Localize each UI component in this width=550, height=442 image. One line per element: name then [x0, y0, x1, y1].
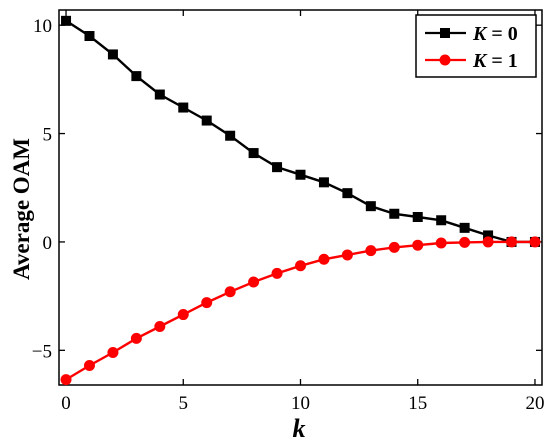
data-point — [272, 162, 283, 173]
legend-item-k0: K = 0 — [425, 23, 518, 45]
data-point — [342, 188, 353, 199]
data-point — [295, 260, 306, 272]
x-tick-label: 10 — [291, 393, 310, 414]
data-point — [459, 222, 470, 233]
series-k1 — [60, 236, 541, 386]
data-point — [389, 208, 400, 219]
legend: K = 0 K = 1 — [415, 14, 537, 78]
data-point — [412, 239, 424, 251]
y-tick-label: 0 — [43, 233, 53, 254]
data-point — [178, 102, 189, 113]
data-point — [107, 346, 119, 358]
data-point — [412, 212, 423, 223]
series-layer — [60, 15, 541, 386]
data-point — [131, 71, 142, 82]
data-point — [435, 237, 447, 249]
data-point — [318, 177, 329, 188]
data-point — [248, 276, 260, 288]
data-point — [154, 320, 166, 332]
x-axis-title: k — [293, 414, 306, 442]
data-point — [84, 31, 95, 42]
data-point — [388, 241, 400, 253]
legend-marker-k0 — [440, 28, 450, 38]
data-point — [224, 286, 236, 298]
data-point — [83, 359, 95, 371]
legend-box — [415, 14, 537, 78]
data-point — [529, 236, 541, 248]
data-point — [154, 89, 165, 100]
legend-label-k1: K = 1 — [472, 50, 518, 72]
data-point — [365, 201, 376, 212]
data-point — [318, 253, 330, 265]
data-point — [341, 249, 353, 261]
data-point — [271, 267, 283, 279]
data-point — [482, 236, 494, 248]
legend-label-k0: K = 0 — [472, 23, 518, 45]
data-point — [201, 297, 213, 309]
legend-marker-k1 — [439, 54, 451, 66]
x-tick-label: 0 — [61, 393, 71, 414]
y-tick-label: 5 — [43, 125, 53, 146]
data-point — [61, 15, 72, 26]
data-point — [365, 245, 377, 257]
legend-item-k1: K = 1 — [425, 50, 518, 72]
data-point — [130, 332, 142, 344]
y-tick-label: 10 — [33, 16, 52, 37]
data-point — [177, 309, 189, 321]
y-tick-label: −5 — [32, 341, 52, 362]
data-point — [60, 374, 72, 386]
data-point — [436, 215, 447, 226]
data-point — [506, 236, 518, 248]
y-axis-title: Average OAM — [9, 138, 34, 280]
data-point — [107, 49, 118, 60]
x-axis-ticks: 0 5 10 15 20 — [61, 10, 544, 414]
data-point — [483, 230, 494, 241]
data-point — [201, 115, 212, 126]
data-point — [459, 236, 471, 248]
x-tick-label: 20 — [525, 393, 544, 414]
x-tick-label: 5 — [179, 393, 189, 414]
data-point — [295, 169, 306, 180]
data-point — [248, 148, 259, 159]
data-point — [225, 130, 236, 141]
x-tick-label: 15 — [408, 393, 427, 414]
